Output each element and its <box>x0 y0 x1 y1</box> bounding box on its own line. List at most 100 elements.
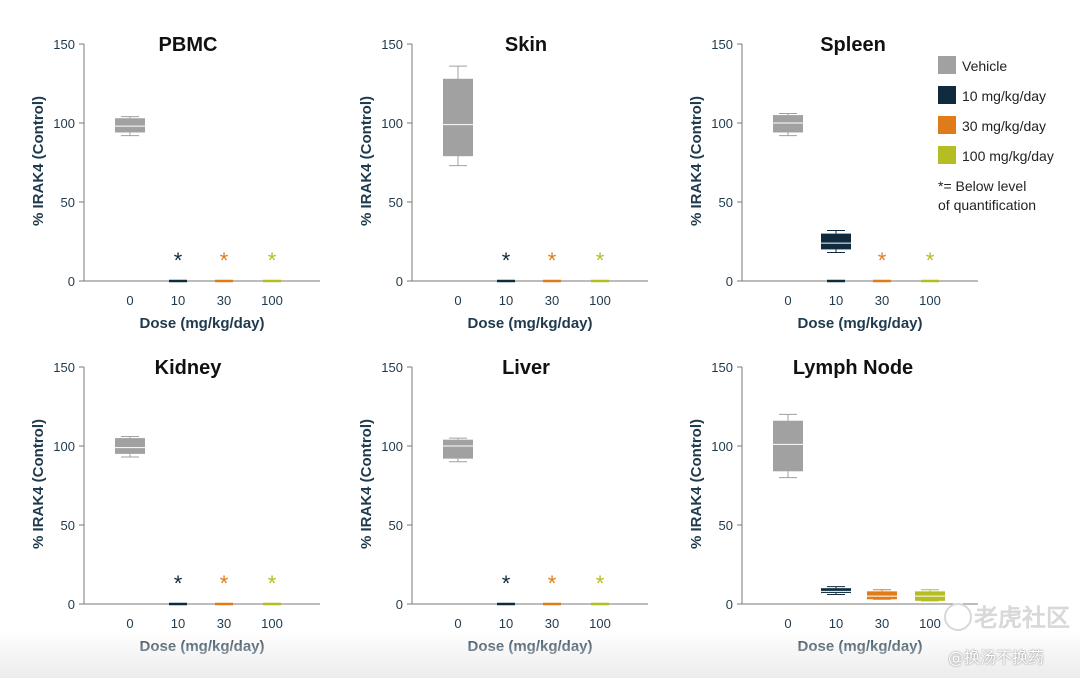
watermark-text: 老虎社区 <box>974 604 1070 632</box>
panel-3-box-10 <box>821 233 851 250</box>
panel-3-y-tick-label: 150 <box>711 37 733 52</box>
legend-swatch-2 <box>938 86 956 104</box>
panel-3-y-tick-label: 0 <box>726 274 733 289</box>
panel-1-x-tick-label: 10 <box>171 293 185 308</box>
panel-3-x-label: Dose (mg/kg/day) <box>797 315 922 332</box>
panel-1-y-label: % IRAK4 (Control) <box>30 96 47 226</box>
panel-3-box-0 <box>773 115 803 133</box>
panel-6-y-tick-label: 150 <box>711 360 733 375</box>
panel-1-y-tick-label: 100 <box>53 116 75 131</box>
panel-1-x-tick-label: 30 <box>217 293 231 308</box>
panel-5-x-tick-label: 30 <box>545 616 559 631</box>
panel-3-blq-asterisk-30: * <box>878 248 887 273</box>
panel-4-title: Kidney <box>155 357 223 379</box>
panel-6-y-label: % IRAK4 (Control) <box>688 419 705 549</box>
panel-5-y-tick-label: 100 <box>381 439 403 454</box>
panel-3-x-tick-label: 100 <box>919 293 941 308</box>
panel-4-y-tick-label: 100 <box>53 439 75 454</box>
panel-2-x-tick-label: 30 <box>545 293 559 308</box>
panel-1-y-tick-label: 50 <box>61 195 75 210</box>
bottom-fade <box>0 630 1080 678</box>
legend-label-2: 10 mg/kg/day <box>962 88 1046 104</box>
panel-4-x-tick-label: 30 <box>217 616 231 631</box>
watermark-circle-icon <box>944 603 972 631</box>
panel-6-y-tick-label: 0 <box>726 597 733 612</box>
panel-1-y-tick-label: 0 <box>68 274 75 289</box>
panel-1-blq-asterisk-30: * <box>220 248 229 273</box>
panel-2-y-label: % IRAK4 (Control) <box>358 96 375 226</box>
panel-5-y-label: % IRAK4 (Control) <box>358 419 375 549</box>
panel-5-blq-asterisk-10: * <box>502 571 511 596</box>
panel-5-y-tick-label: 0 <box>396 597 403 612</box>
panel-4-y-tick-label: 50 <box>61 518 75 533</box>
panel-2-y-tick-label: 50 <box>389 195 403 210</box>
panel-6-x-tick-label: 0 <box>784 616 791 631</box>
panel-6-box-0 <box>773 420 803 472</box>
panel-3-x-tick-label: 0 <box>784 293 791 308</box>
panel-3-x-tick-label: 30 <box>875 293 889 308</box>
panel-3-y-tick-label: 100 <box>711 116 733 131</box>
panel-5-x-tick-label: 0 <box>454 616 461 631</box>
panel-4-blq-asterisk-30: * <box>220 571 229 596</box>
panel-3-y-label: % IRAK4 (Control) <box>688 96 705 226</box>
panel-4-blq-asterisk-10: * <box>174 571 183 596</box>
panel-3-x-tick-label: 10 <box>829 293 843 308</box>
panel-5-blq-asterisk-30: * <box>548 571 557 596</box>
panel-2-blq-asterisk-10: * <box>502 248 511 273</box>
panel-3-y-tick-label: 50 <box>719 195 733 210</box>
panel-5-x-tick-label: 10 <box>499 616 513 631</box>
legend-swatch-3 <box>938 116 956 134</box>
panel-6-title: Lymph Node <box>793 357 913 379</box>
panel-2-x-label: Dose (mg/kg/day) <box>467 315 592 332</box>
panel-6-y-tick-label: 100 <box>711 439 733 454</box>
panel-5-x-tick-label: 100 <box>589 616 611 631</box>
panel-1-x-tick-label: 0 <box>126 293 133 308</box>
watermark-logo: 老虎社区 <box>944 598 1070 633</box>
panel-3-blq-asterisk-100: * <box>926 248 935 273</box>
panel-2-x-tick-label: 100 <box>589 293 611 308</box>
panel-2-blq-asterisk-30: * <box>548 248 557 273</box>
panel-4-x-tick-label: 0 <box>126 616 133 631</box>
legend-swatch-4 <box>938 146 956 164</box>
panel-5-title: Liver <box>502 357 550 379</box>
legend-label-4: 100 mg/kg/day <box>962 148 1054 164</box>
panel-1-x-tick-label: 100 <box>261 293 283 308</box>
panel-2-blq-asterisk-100: * <box>596 248 605 273</box>
panel-2-title: Skin <box>505 34 547 56</box>
panel-2-y-tick-label: 150 <box>381 37 403 52</box>
panel-4-blq-asterisk-100: * <box>268 571 277 596</box>
panel-2-box-0 <box>443 78 473 157</box>
panel-2-x-tick-label: 0 <box>454 293 461 308</box>
watermark-handle: @换汤不换药 <box>948 648 1045 667</box>
panel-5-box-0 <box>443 439 473 459</box>
panel-6-x-tick-label: 10 <box>829 616 843 631</box>
panel-1-blq-asterisk-10: * <box>174 248 183 273</box>
panel-6-box-30 <box>867 591 897 600</box>
panel-1-y-tick-label: 150 <box>53 37 75 52</box>
panel-1-box-0 <box>115 118 145 133</box>
panel-3-title: Spleen <box>820 34 886 56</box>
panel-4-y-label: % IRAK4 (Control) <box>30 419 47 549</box>
panel-4-box-0 <box>115 438 145 454</box>
panel-5-y-tick-label: 50 <box>389 518 403 533</box>
panel-6-x-tick-label: 30 <box>875 616 889 631</box>
panel-2-x-tick-label: 10 <box>499 293 513 308</box>
panel-2-y-tick-label: 100 <box>381 116 403 131</box>
legend-label-1: Vehicle <box>962 58 1007 74</box>
legend-note-line2: of quantification <box>938 197 1036 213</box>
panel-5-y-tick-label: 150 <box>381 360 403 375</box>
panel-4-y-tick-label: 0 <box>68 597 75 612</box>
legend-note-line1: *= Below level <box>938 178 1026 194</box>
panel-5-blq-asterisk-100: * <box>596 571 605 596</box>
panel-4-y-tick-label: 150 <box>53 360 75 375</box>
panel-1-x-label: Dose (mg/kg/day) <box>139 315 264 332</box>
panel-2-y-tick-label: 0 <box>396 274 403 289</box>
legend-swatch-1 <box>938 56 956 74</box>
panel-1-title: PBMC <box>159 34 218 56</box>
legend-label-3: 30 mg/kg/day <box>962 118 1046 134</box>
panel-6-y-tick-label: 50 <box>719 518 733 533</box>
panel-4-x-tick-label: 100 <box>261 616 283 631</box>
panel-4-x-tick-label: 10 <box>171 616 185 631</box>
